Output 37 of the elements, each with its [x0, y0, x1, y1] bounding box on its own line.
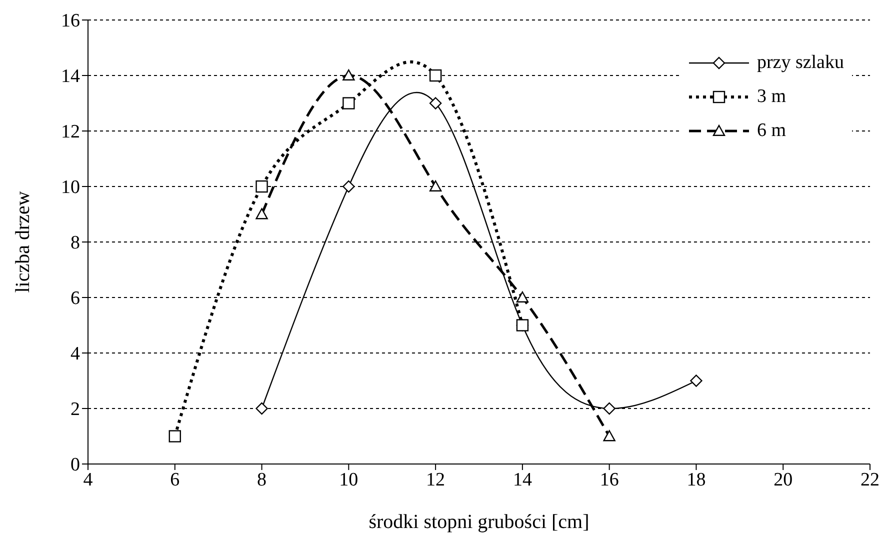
legend-label: 6 m [756, 120, 786, 142]
point [429, 69, 442, 82]
y-tick-label: 12 [61, 122, 80, 143]
point [342, 69, 355, 80]
y-tick-label: 2 [70, 399, 80, 420]
x-axis-title: środki stopni grubości [cm] [368, 511, 590, 533]
x-tick-label: 16 [600, 469, 619, 490]
y-tick-label: 0 [70, 454, 80, 476]
y-tick-label: 10 [61, 177, 80, 198]
y-tick-label: 4 [70, 344, 80, 365]
point [603, 402, 616, 415]
point [342, 180, 355, 193]
y-tick-label: 14 [61, 66, 80, 88]
point [429, 97, 442, 110]
point [256, 180, 268, 193]
y-tick-label: 6 [70, 288, 80, 310]
legend-label: przy szlaku [756, 52, 844, 74]
x-tick-label: 22 [860, 469, 880, 490]
x-tick-label: 18 [686, 469, 706, 490]
point [516, 319, 529, 332]
x-tick-label: 20 [774, 469, 793, 490]
y-axis-title: liczba drzew [12, 190, 34, 293]
y-tick-label: 8 [70, 232, 80, 254]
point [256, 208, 268, 220]
legend-label: 3 m [756, 86, 786, 108]
y-tick-label: 16 [61, 10, 80, 32]
point [342, 97, 355, 110]
point [516, 291, 529, 302]
x-tick-label: 8 [257, 469, 267, 490]
point [603, 430, 616, 442]
x-tick-label: 10 [339, 469, 358, 490]
x-tick-label: 14 [512, 469, 532, 490]
point [690, 374, 702, 387]
x-tick-label: 6 [170, 469, 180, 490]
point [168, 430, 181, 442]
x-tick-label: 12 [426, 469, 446, 490]
point [429, 180, 442, 192]
